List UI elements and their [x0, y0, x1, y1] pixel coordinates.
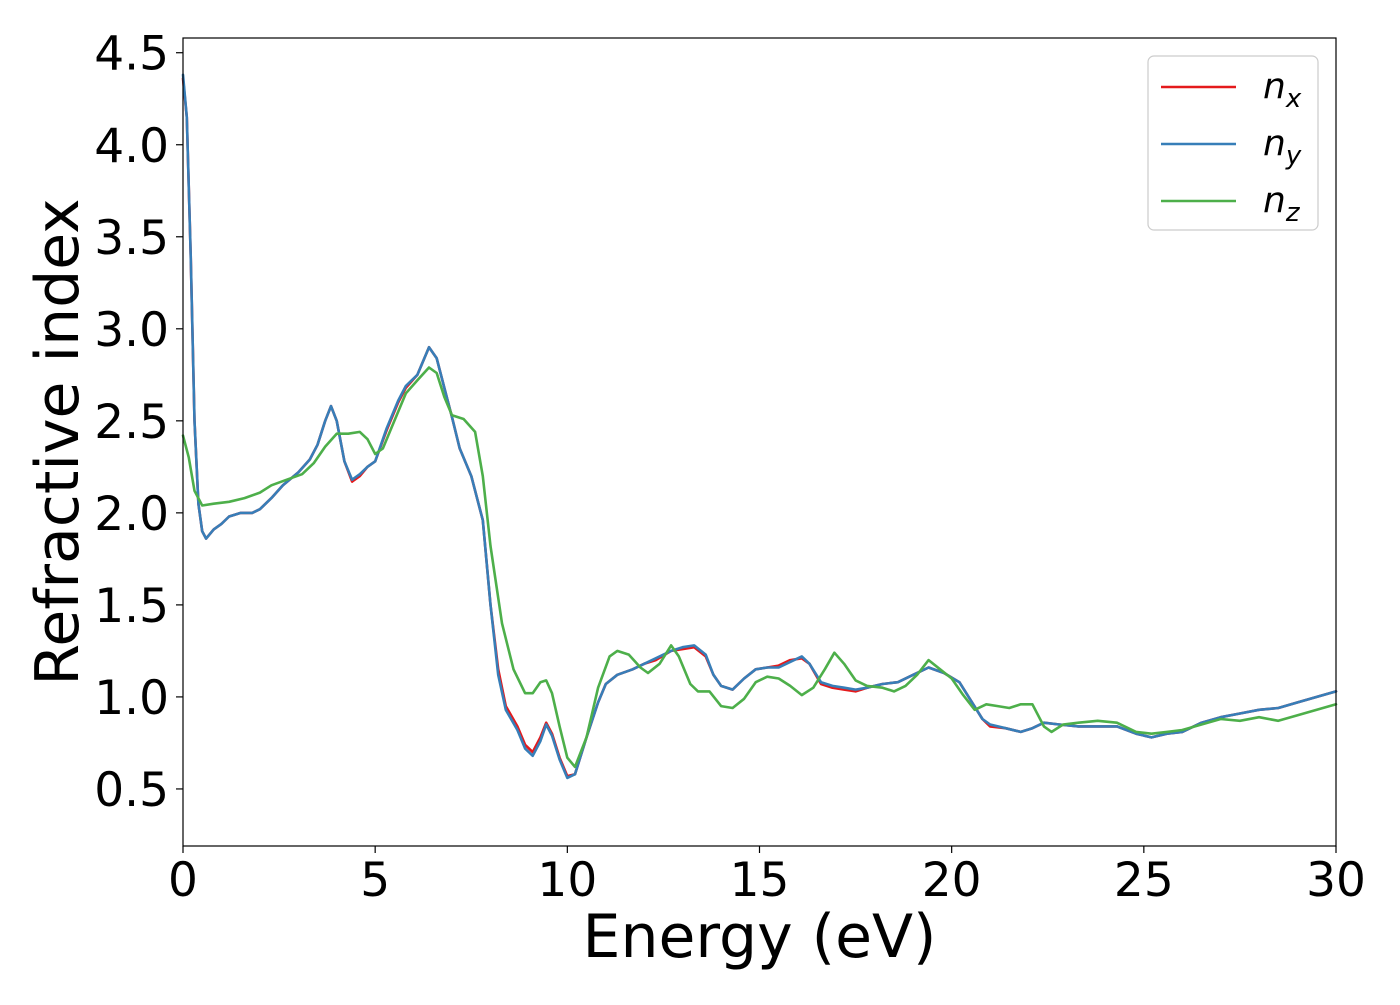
y-tick-label: 4.5 — [94, 27, 169, 82]
y-tick-label: 0.5 — [94, 763, 169, 818]
y-tick-label: 1.0 — [94, 671, 169, 726]
legend: nx ny nz — [1147, 55, 1319, 231]
series-line-z — [181, 366, 1338, 769]
y-tick-label: 2.0 — [94, 487, 169, 542]
x-tick-label: 5 — [360, 853, 390, 908]
y-tick-label: 4.0 — [94, 119, 169, 174]
y-tick-label: 1.5 — [94, 579, 169, 634]
y-axis-title: Refractive index — [23, 198, 93, 685]
y-tick-label: 3.5 — [94, 211, 169, 266]
y-axis: 0.5 1.0 1.5 2.0 2.5 3.0 3.5 4.0 4.5 — [94, 27, 183, 818]
x-tick-label: 15 — [730, 853, 790, 908]
x-tick-label: 25 — [1114, 853, 1174, 908]
x-tick-label: 20 — [922, 853, 982, 908]
x-tick-label: 10 — [537, 853, 597, 908]
series-line-y — [181, 73, 1338, 780]
x-tick-label: 30 — [1306, 853, 1366, 908]
series-layer — [181, 73, 1338, 780]
legend-label-x: nx — [1263, 66, 1302, 114]
x-axis-title: Energy (eV) — [583, 902, 937, 972]
plot-area — [183, 38, 1336, 846]
y-tick-label: 3.0 — [94, 303, 169, 358]
y-tick-label: 2.5 — [94, 395, 169, 450]
x-tick-label: 0 — [168, 853, 198, 908]
x-axis: 0 5 10 15 20 25 30 — [168, 846, 1366, 908]
legend-label-z: nz — [1263, 180, 1301, 228]
legend-label-y: ny — [1263, 123, 1302, 171]
